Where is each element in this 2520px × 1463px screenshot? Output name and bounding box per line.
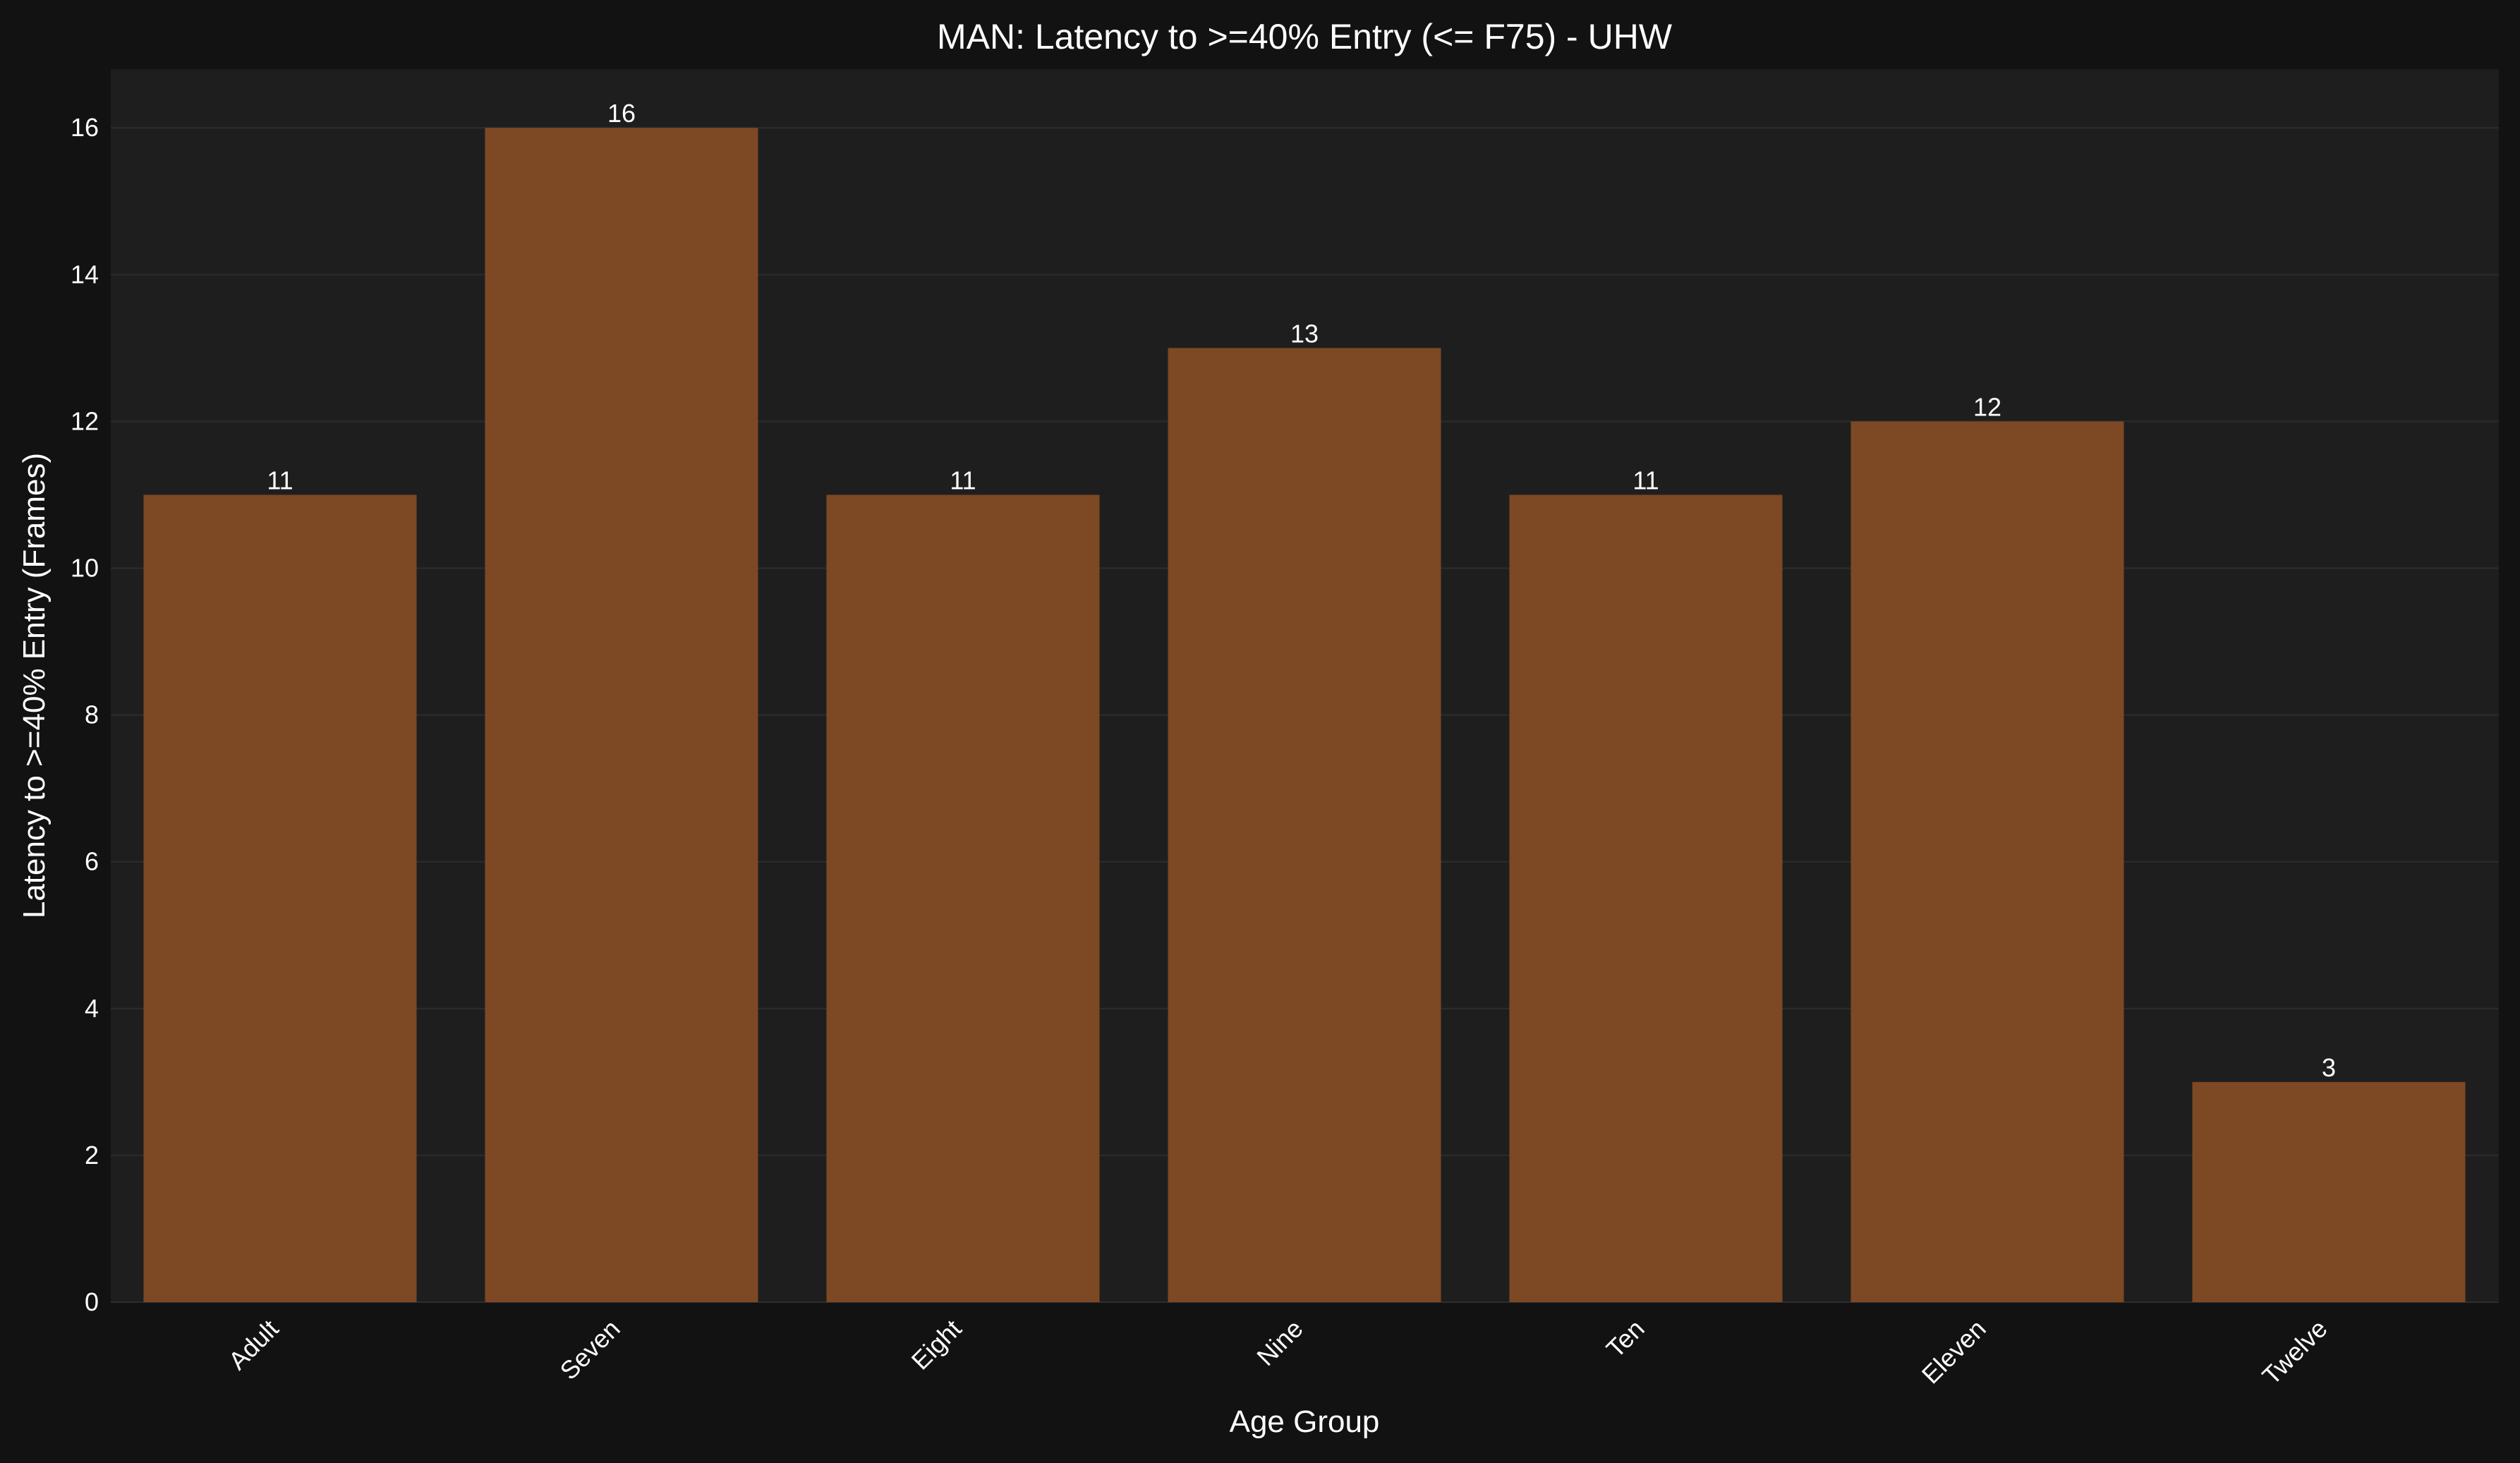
data-label: 13 <box>1290 319 1319 348</box>
data-labels: 11 16 11 13 11 12 3 <box>267 99 2336 1082</box>
y-tick-label: 0 <box>85 1287 99 1316</box>
data-label: 16 <box>607 99 636 128</box>
y-tick-label: 16 <box>71 113 99 142</box>
bar-eight <box>826 494 1100 1302</box>
chart-title: MAN: Latency to >=40% Entry (<= F75) - U… <box>937 17 1673 56</box>
data-label: 12 <box>1973 392 2001 421</box>
data-label: 3 <box>2322 1053 2336 1082</box>
y-tick-label: 12 <box>71 406 99 435</box>
bar-adult <box>143 494 417 1302</box>
y-axis-ticks: 0 2 4 6 8 10 12 14 16 <box>71 113 99 1316</box>
y-tick-label: 2 <box>85 1141 99 1170</box>
y-tick-label: 8 <box>85 700 99 729</box>
bar-ten <box>1509 494 1783 1302</box>
bar-nine <box>1168 348 1441 1302</box>
bar-seven <box>485 128 758 1303</box>
data-label: 11 <box>1632 466 1659 494</box>
y-tick-label: 6 <box>85 847 99 876</box>
x-axis-label: Age Group <box>1230 1404 1380 1439</box>
bar-eleven <box>1850 421 2124 1302</box>
data-label: 11 <box>950 466 976 494</box>
y-axis-label: Latency to >=40% Entry (Frames) <box>17 453 52 918</box>
y-tick-label: 14 <box>71 260 99 289</box>
data-label: 11 <box>267 466 293 494</box>
y-tick-label: 4 <box>85 994 99 1023</box>
bar-twelve <box>2192 1081 2466 1302</box>
bars <box>143 128 2466 1303</box>
y-tick-label: 10 <box>71 554 99 583</box>
